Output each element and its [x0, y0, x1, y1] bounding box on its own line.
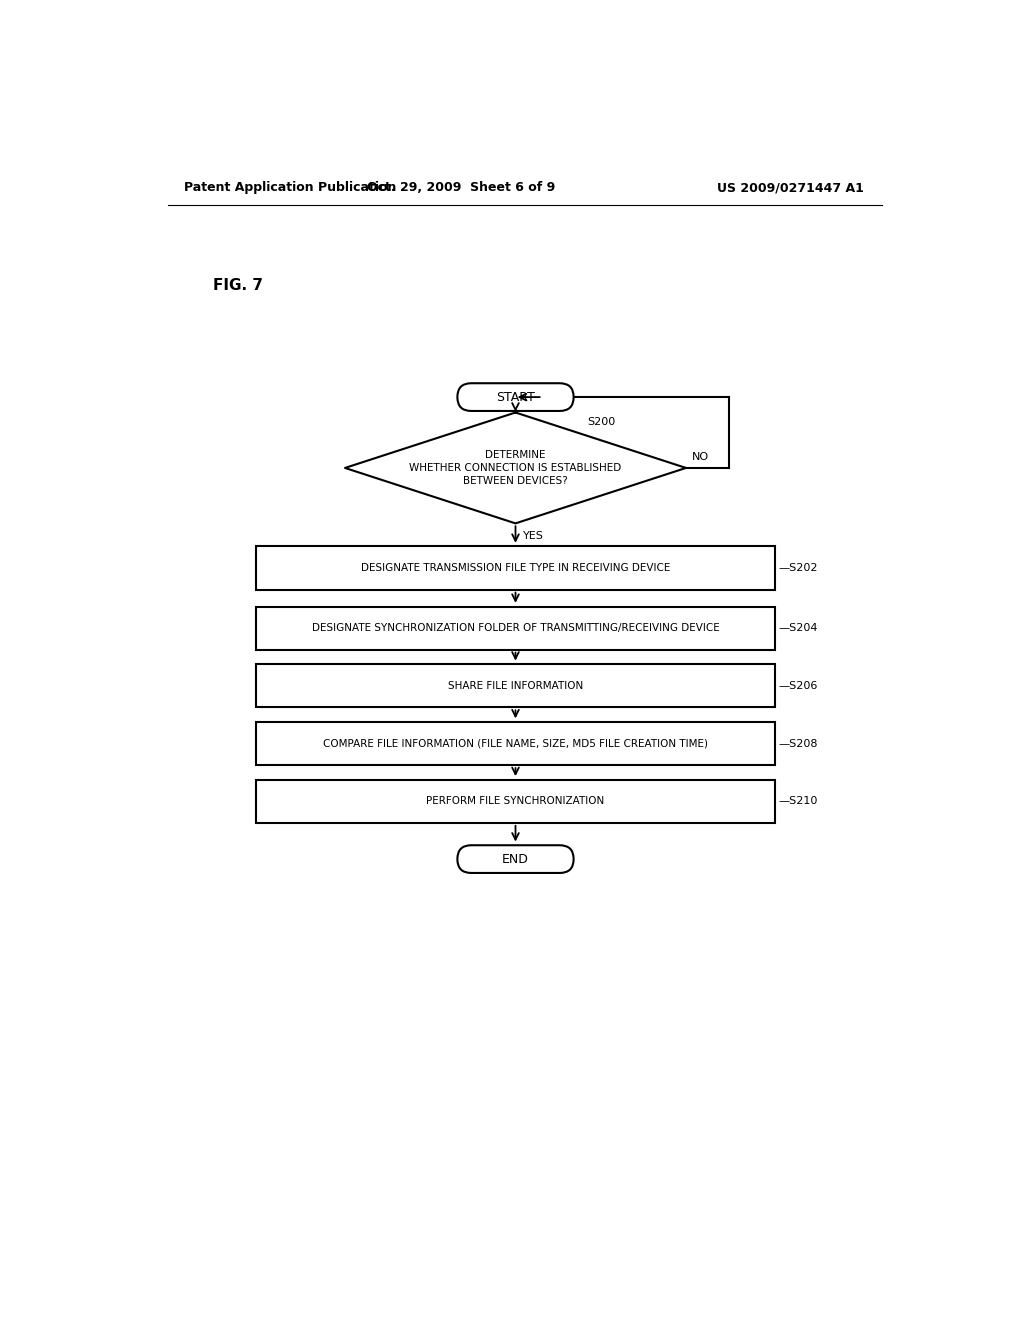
- FancyBboxPatch shape: [256, 722, 775, 766]
- Text: —S204: —S204: [778, 623, 818, 634]
- Text: —S210: —S210: [778, 796, 817, 807]
- Text: COMPARE FILE INFORMATION (FILE NAME, SIZE, MD5 FILE CREATION TIME): COMPARE FILE INFORMATION (FILE NAME, SIZ…: [323, 739, 708, 748]
- Text: END: END: [502, 853, 529, 866]
- Text: FIG. 7: FIG. 7: [213, 279, 263, 293]
- Text: US 2009/0271447 A1: US 2009/0271447 A1: [718, 181, 864, 194]
- Text: DETERMINE
WHETHER CONNECTION IS ESTABLISHED
BETWEEN DEVICES?: DETERMINE WHETHER CONNECTION IS ESTABLIS…: [410, 450, 622, 486]
- Text: SHARE FILE INFORMATION: SHARE FILE INFORMATION: [447, 681, 583, 690]
- Text: —S206: —S206: [778, 681, 817, 690]
- Text: Oct. 29, 2009  Sheet 6 of 9: Oct. 29, 2009 Sheet 6 of 9: [368, 181, 555, 194]
- Text: DESIGNATE TRANSMISSION FILE TYPE IN RECEIVING DEVICE: DESIGNATE TRANSMISSION FILE TYPE IN RECE…: [360, 564, 670, 573]
- Text: YES: YES: [523, 531, 544, 541]
- FancyBboxPatch shape: [256, 664, 775, 708]
- Text: Patent Application Publication: Patent Application Publication: [183, 181, 396, 194]
- FancyBboxPatch shape: [256, 546, 775, 590]
- FancyBboxPatch shape: [458, 383, 573, 411]
- FancyBboxPatch shape: [256, 607, 775, 649]
- Text: —S208: —S208: [778, 739, 818, 748]
- Text: PERFORM FILE SYNCHRONIZATION: PERFORM FILE SYNCHRONIZATION: [426, 796, 604, 807]
- Text: DESIGNATE SYNCHRONIZATION FOLDER OF TRANSMITTING/RECEIVING DEVICE: DESIGNATE SYNCHRONIZATION FOLDER OF TRAN…: [311, 623, 720, 634]
- Text: —S202: —S202: [778, 564, 818, 573]
- Text: S200: S200: [587, 417, 615, 428]
- Text: NO: NO: [692, 451, 710, 462]
- FancyBboxPatch shape: [256, 780, 775, 822]
- FancyBboxPatch shape: [458, 845, 573, 873]
- Text: START: START: [496, 391, 535, 404]
